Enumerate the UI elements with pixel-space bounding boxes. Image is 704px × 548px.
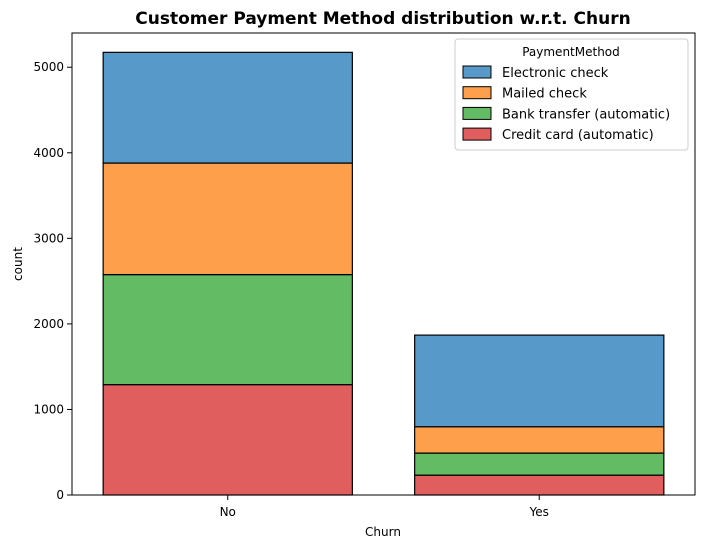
legend-label-bank-transfer-automatic: Bank transfer (automatic) (502, 107, 670, 122)
x-tick-label-no: No (220, 505, 236, 519)
legend-swatch-electronic-check (462, 65, 492, 79)
legend-swatch-bank-transfer-automatic (462, 106, 492, 120)
x-axis-ticks: No Yes (220, 495, 549, 519)
y-tick-label: 4000 (33, 146, 64, 160)
bar-yes-mailed-check (414, 426, 665, 454)
bar-no-credit-card-automatic (102, 384, 353, 496)
bar-no-bank-transfer-automatic (102, 274, 353, 386)
y-tick-label: 0 (56, 488, 64, 502)
y-axis-ticks: 0 1000 2000 3000 4000 5000 (33, 60, 72, 502)
y-tick-label: 1000 (33, 402, 64, 416)
legend-swatch-mailed-check (462, 86, 492, 100)
legend-items: Electronic check Mailed check Bank transfe… (462, 65, 670, 143)
bar-yes-credit-card-automatic (414, 474, 665, 496)
axes-group (71, 32, 696, 496)
bars-group (102, 51, 665, 496)
x-axis-label: Churn (365, 525, 401, 539)
chart-title: Customer Payment Method distribution w.r… (135, 9, 630, 29)
legend-swatch-credit-card-automatic (462, 127, 492, 141)
bar-no-mailed-check (102, 162, 353, 276)
legend-label-electronic-check: Electronic check (502, 66, 609, 81)
bar-no-electronic-check (102, 51, 353, 164)
legend-frame (454, 38, 689, 151)
legend: PaymentMethod Electronic check Mailed che… (454, 38, 689, 151)
plot-frame (71, 32, 696, 496)
y-tick-label: 3000 (33, 231, 64, 245)
legend-title: PaymentMethod (522, 45, 620, 59)
y-tick-label: 5000 (33, 60, 64, 74)
bar-yes-bank-transfer-automatic (414, 452, 665, 476)
legend-label-credit-card-automatic: Credit card (automatic) (502, 128, 654, 143)
y-tick-label: 2000 (33, 317, 64, 331)
x-tick-label-yes: Yes (529, 505, 549, 519)
y-axis-label: count (11, 247, 25, 281)
bar-yes-electronic-check (414, 334, 665, 428)
legend-label-mailed-check: Mailed check (502, 87, 587, 102)
